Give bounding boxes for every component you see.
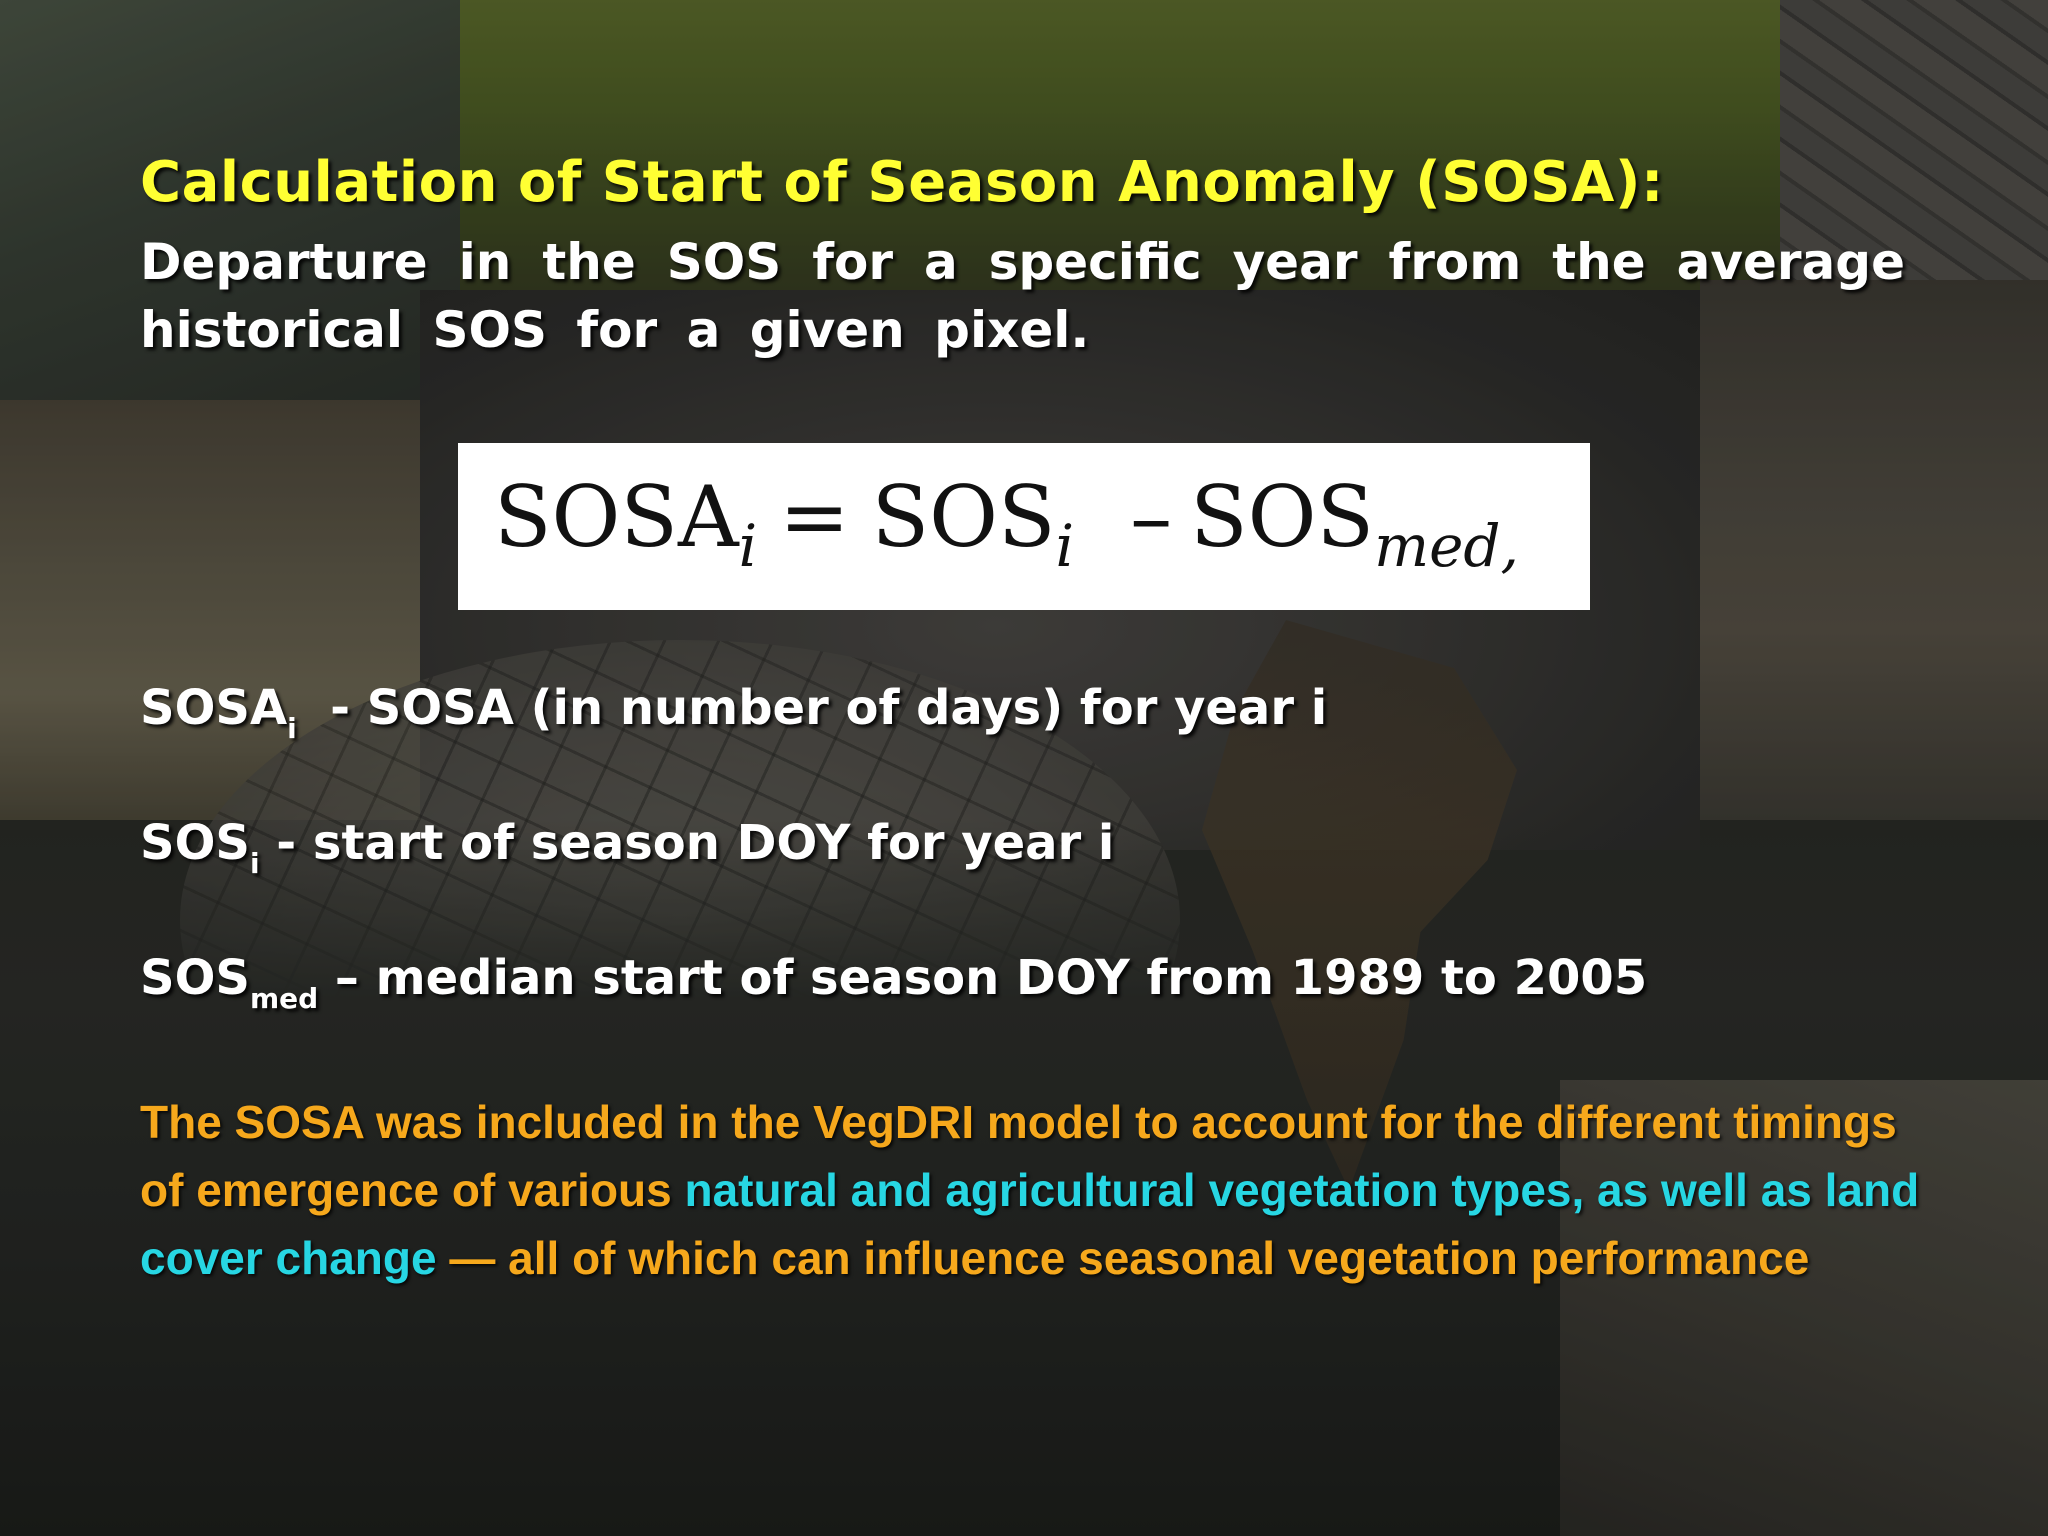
definition-sos-i: SOSi - start of season DOY for year i	[140, 815, 1115, 880]
formula-term2-subscript: med,	[1374, 512, 1519, 580]
definition-subscript: i	[249, 847, 260, 880]
definition-text: - SOSA (in number of days) for year i	[296, 680, 1328, 736]
definition-sos-med: SOSmed – median start of season DOY from…	[140, 950, 1648, 1015]
note-text-orange-1: The SOSA was included in the VegDRI mode…	[140, 1096, 1897, 1216]
note-text-cyan: natural and agricultural vegetation type…	[140, 1164, 1920, 1284]
definition-text: - start of season DOY for year i	[259, 815, 1115, 871]
definition-subscript: i	[287, 712, 297, 745]
definition-symbol: SOSA	[140, 680, 288, 736]
formula-term1-subscript: i	[1055, 512, 1075, 580]
vegdri-note: The SOSA was included in the VegDRI mode…	[140, 1088, 1930, 1292]
sosa-formula: SOSAi = SOSi – SOSmed,	[494, 467, 1519, 580]
note-text-orange-2: — all of which can influence seasonal ve…	[436, 1232, 1810, 1284]
oxen-field-photo	[1700, 280, 2048, 820]
definition-subscript: med	[249, 982, 319, 1015]
formula-box: SOSAi = SOSi – SOSmed,	[458, 443, 1590, 610]
formula-lhs: SOSA	[494, 468, 739, 566]
farmer-plowing-photo	[1560, 1080, 2048, 1536]
formula-lhs-subscript: i	[738, 512, 758, 580]
definition-text: – median start of season DOY from 1989 t…	[318, 950, 1648, 1006]
formula-term2: SOS	[1190, 468, 1375, 566]
formula-term1: SOS	[871, 468, 1056, 566]
formula-equals: =	[779, 468, 850, 566]
rain-field-photo	[0, 0, 460, 420]
definition-sosa-i: SOSAi - SOSA (in number of days) for yea…	[140, 680, 1328, 745]
formula-minus: –	[1130, 468, 1173, 566]
definition-symbol: SOS	[140, 950, 250, 1006]
definition-symbol: SOS	[140, 815, 250, 871]
sosa-definition: Departure in the SOS for a specific year…	[140, 233, 1905, 359]
slide-title: Calculation of Start of Season Anomaly (…	[140, 150, 1664, 215]
green-field-photo	[440, 0, 1780, 300]
